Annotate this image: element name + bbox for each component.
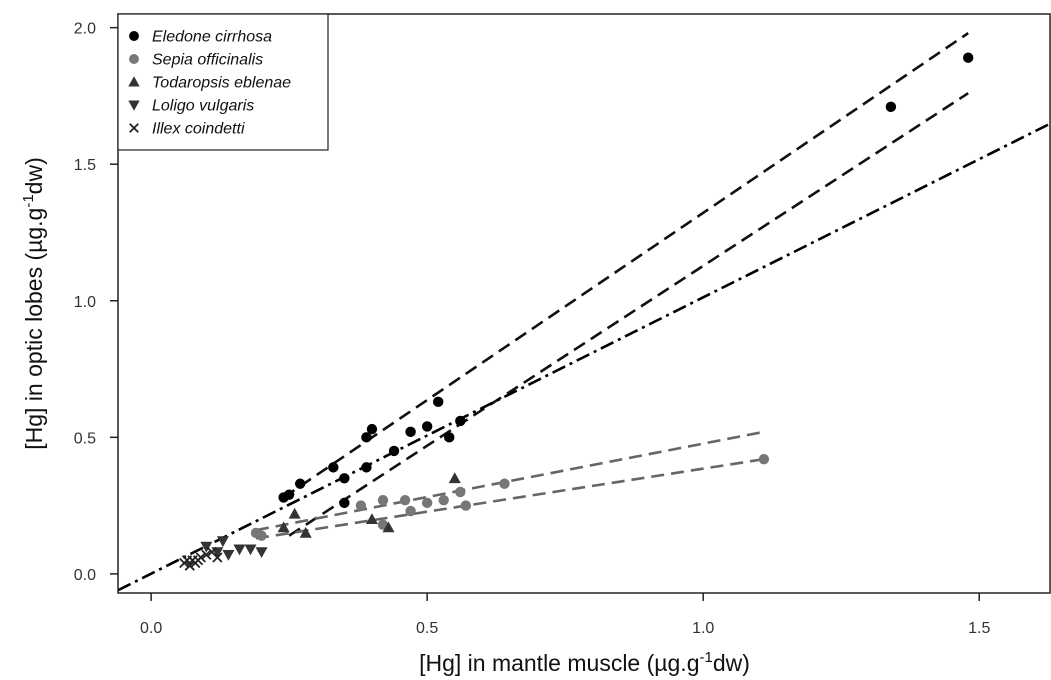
data-point-1-12 xyxy=(758,453,770,465)
y-tick-label-1: 0.5 xyxy=(74,430,96,447)
x-tick-label-3: 1.5 xyxy=(968,620,990,637)
x-axis-title-sup: -1 xyxy=(700,649,713,666)
data-point-3-4 xyxy=(244,544,257,556)
data-point-0-3 xyxy=(328,462,339,473)
data-point-4-6 xyxy=(195,552,206,563)
y-tick-label-4: 2.0 xyxy=(74,21,96,38)
data-point-0-6 xyxy=(361,462,372,473)
axis-ticks: 0.0 0.5 1.0 1.5 0.0 0.5 1.0 1.5 2.0 xyxy=(74,21,991,637)
regression-line-1 xyxy=(282,32,969,499)
legend-marker-1 xyxy=(129,54,139,64)
x-tick-label-2: 1.0 xyxy=(692,620,714,637)
data-point-4-9 xyxy=(212,552,223,563)
data-point-0-16 xyxy=(962,52,974,63)
regression-line-5 xyxy=(255,457,765,540)
legend-label-1: Sepia officinalis xyxy=(152,52,263,69)
data-point-2-4 xyxy=(382,521,395,533)
data-point-0-2 xyxy=(294,478,306,489)
y-axis-title-end: dw) xyxy=(21,157,47,194)
data-point-1-2 xyxy=(355,500,367,511)
data-point-0-11 xyxy=(421,421,433,432)
data-point-0-5 xyxy=(339,497,350,509)
data-point-1-8 xyxy=(438,494,449,506)
data-point-1-5 xyxy=(399,494,411,506)
data-point-0-12 xyxy=(433,396,444,408)
data-point-1-9 xyxy=(455,486,466,498)
legend-marker-4 xyxy=(129,123,139,133)
regression-lines xyxy=(117,32,1051,592)
data-point-0-10 xyxy=(405,426,416,438)
data-point-0-4 xyxy=(339,473,350,484)
data-point-1-7 xyxy=(421,497,433,509)
legend-box xyxy=(117,13,329,151)
series-circle-0 xyxy=(278,52,974,509)
data-point-4-7 xyxy=(201,549,212,560)
data-point-3-3 xyxy=(233,544,246,556)
x-axis-title-main: [Hg] in mantle muscle (µg.g xyxy=(419,650,699,676)
series-circle-1 xyxy=(250,453,770,541)
data-point-1-3 xyxy=(377,494,389,506)
y-tick-label-2: 1.0 xyxy=(74,294,96,311)
data-point-0-9 xyxy=(388,445,400,457)
data-point-3-0 xyxy=(200,541,213,553)
data-points xyxy=(179,52,974,571)
data-point-0-8 xyxy=(366,423,378,435)
x-tick-label-0: 0.0 xyxy=(140,620,162,637)
legend-marker-2 xyxy=(128,76,140,87)
data-point-2-1 xyxy=(288,507,301,519)
data-point-0-1 xyxy=(283,489,295,500)
legend-label-3: Loligo vulgaris xyxy=(152,98,254,115)
data-point-4-2 xyxy=(184,560,195,571)
data-point-2-3 xyxy=(365,513,378,525)
data-point-0-7 xyxy=(361,432,372,443)
x-axis-title-end: dw) xyxy=(713,650,750,676)
legend-marker-0 xyxy=(129,31,139,41)
legend: Eledone cirrhosa Sepia officinalis Todarop… xyxy=(117,13,329,151)
data-point-3-5 xyxy=(255,547,268,559)
series-triangle-up-2 xyxy=(277,472,461,538)
y-tick-label-3: 1.5 xyxy=(74,157,96,174)
data-point-1-11 xyxy=(499,478,510,489)
legend-label-0: Eledone cirrhosa xyxy=(152,29,272,46)
data-point-0-15 xyxy=(885,101,897,113)
data-point-1-1 xyxy=(256,530,267,541)
series-cross-4 xyxy=(179,546,223,571)
data-point-2-2 xyxy=(299,526,312,538)
legend-marker-3 xyxy=(128,100,140,111)
regression-line-3 xyxy=(117,122,1051,592)
y-axis-title-sup: -1 xyxy=(20,194,37,207)
data-point-3-6 xyxy=(216,536,229,548)
x-axis-title: [Hg] in mantle muscle (µg.g-1dw) xyxy=(419,649,750,676)
data-point-0-14 xyxy=(455,415,466,427)
regression-line-2 xyxy=(288,92,969,537)
data-point-1-6 xyxy=(405,505,416,517)
data-point-0-13 xyxy=(444,432,455,443)
data-point-1-10 xyxy=(460,500,472,511)
data-point-2-5 xyxy=(448,472,461,484)
y-axis-title: [Hg] in optic lobes (µg.g-1dw) xyxy=(20,157,47,450)
regression-line-4 xyxy=(255,430,765,532)
x-tick-label-1: 0.5 xyxy=(416,620,438,637)
y-axis-title-main: [Hg] in optic lobes (µg.g xyxy=(21,208,47,450)
series-triangle-down-3 xyxy=(200,536,268,561)
plot-frame xyxy=(117,13,1051,594)
legend-label-2: Todaropsis eblenae xyxy=(152,75,291,92)
data-point-2-0 xyxy=(277,521,290,533)
data-point-3-2 xyxy=(222,549,235,561)
y-tick-label-0: 0.0 xyxy=(74,567,96,584)
legend-label-4: Illex coindetti xyxy=(152,121,245,138)
